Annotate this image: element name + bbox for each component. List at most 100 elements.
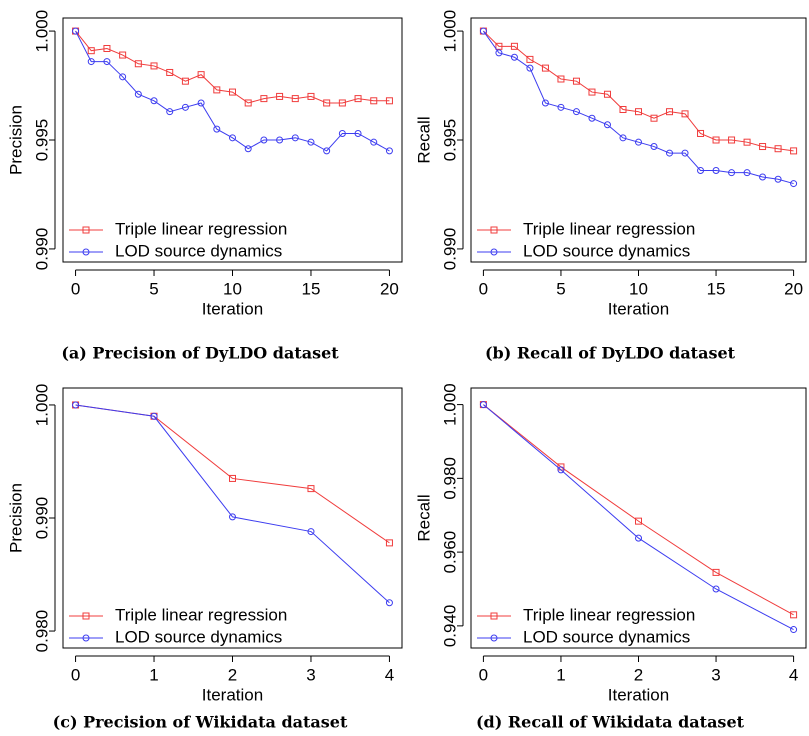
- point: [588, 114, 596, 122]
- point: [557, 466, 565, 474]
- series-line: [483, 30, 794, 152]
- point: [181, 77, 189, 85]
- point: [572, 77, 580, 85]
- point: [557, 75, 565, 83]
- x-tick-label: 0: [71, 279, 80, 298]
- point: [307, 485, 315, 493]
- point: [712, 136, 720, 144]
- point: [774, 145, 782, 153]
- x-tick-label: 4: [385, 665, 394, 684]
- point: [790, 147, 798, 155]
- y-tick-label: 0.940: [440, 605, 459, 648]
- x-axis-label: Iteration: [608, 685, 669, 704]
- series-line: [483, 30, 794, 185]
- caption: (d) Recall of Wikidata dataset: [476, 713, 745, 732]
- point: [603, 90, 611, 98]
- point: [370, 97, 378, 105]
- series-line: [483, 404, 794, 616]
- point: [479, 401, 487, 409]
- x-tick-label: 3: [306, 665, 315, 684]
- point: [697, 167, 705, 174]
- plot-frame: [62, 17, 403, 263]
- point: [150, 97, 158, 105]
- point: [385, 147, 393, 155]
- point: [103, 45, 111, 52]
- point: [619, 134, 627, 142]
- x-tick-label: 1: [149, 665, 158, 684]
- x-tick-label: 2: [634, 665, 643, 684]
- legend-marker: [490, 248, 498, 256]
- point: [338, 99, 346, 107]
- plot-frame: [470, 387, 807, 649]
- point: [666, 108, 674, 116]
- point: [635, 517, 642, 525]
- point: [213, 86, 221, 94]
- point: [307, 92, 315, 100]
- legend-label: Triple linear regression: [115, 219, 287, 238]
- legend-label: Triple linear regression: [523, 605, 695, 624]
- point: [291, 134, 299, 142]
- point: [619, 106, 627, 113]
- point: [759, 143, 767, 151]
- x-tick-label: 0: [71, 665, 80, 684]
- point: [588, 88, 596, 96]
- y-tick-label: 0.980: [32, 610, 51, 653]
- series-line: [75, 404, 390, 544]
- legend-label: LOD source dynamics: [523, 241, 690, 260]
- point: [790, 180, 798, 188]
- legend-label: LOD source dynamics: [115, 241, 282, 260]
- series-line: [75, 30, 390, 152]
- point: [119, 73, 127, 81]
- y-axis-label: Recall: [414, 494, 433, 541]
- legend-label: Triple linear regression: [115, 605, 287, 624]
- y-tick-label: 0.995: [440, 119, 459, 162]
- point: [276, 136, 284, 144]
- y-tick-label: 0.995: [32, 119, 51, 162]
- x-tick-label: 15: [707, 279, 726, 298]
- point: [307, 138, 315, 146]
- point: [759, 173, 767, 181]
- point: [323, 147, 331, 155]
- legend-marker: [82, 634, 90, 642]
- legend-marker: [82, 248, 90, 256]
- y-tick-label: 0.990: [32, 497, 51, 540]
- point: [650, 143, 658, 151]
- point: [743, 169, 751, 177]
- y-tick-label: 1.000: [440, 10, 459, 53]
- point: [87, 47, 95, 55]
- x-tick-label: 2: [228, 665, 237, 684]
- y-tick-label: 0.990: [440, 228, 459, 271]
- point: [697, 129, 705, 137]
- legend-marker: [490, 634, 498, 642]
- series-line: [75, 30, 390, 104]
- point: [229, 88, 236, 96]
- plot-frame: [62, 387, 403, 649]
- y-tick-label: 0.980: [440, 457, 459, 500]
- point: [354, 95, 362, 103]
- point: [354, 129, 362, 137]
- point: [557, 103, 565, 111]
- point: [666, 149, 674, 157]
- legend-marker: [82, 226, 90, 234]
- point: [166, 68, 174, 76]
- point: [370, 138, 378, 146]
- point: [276, 92, 284, 100]
- x-tick-label: 10: [223, 279, 242, 298]
- series-line: [75, 404, 390, 604]
- point: [338, 129, 346, 137]
- plot-frame: [470, 17, 807, 263]
- point: [307, 528, 315, 536]
- x-tick-label: 10: [629, 279, 648, 298]
- y-tick-label: 1.000: [440, 383, 459, 426]
- point: [728, 169, 736, 177]
- point: [181, 103, 189, 111]
- point: [119, 51, 127, 59]
- point: [291, 95, 299, 103]
- point: [728, 136, 736, 144]
- x-axis-label: Iteration: [608, 299, 669, 318]
- point: [526, 64, 534, 72]
- point: [87, 58, 95, 66]
- point: [495, 49, 503, 57]
- caption: (b) Recall of DyLDO dataset: [485, 344, 736, 363]
- series-line: [483, 404, 794, 631]
